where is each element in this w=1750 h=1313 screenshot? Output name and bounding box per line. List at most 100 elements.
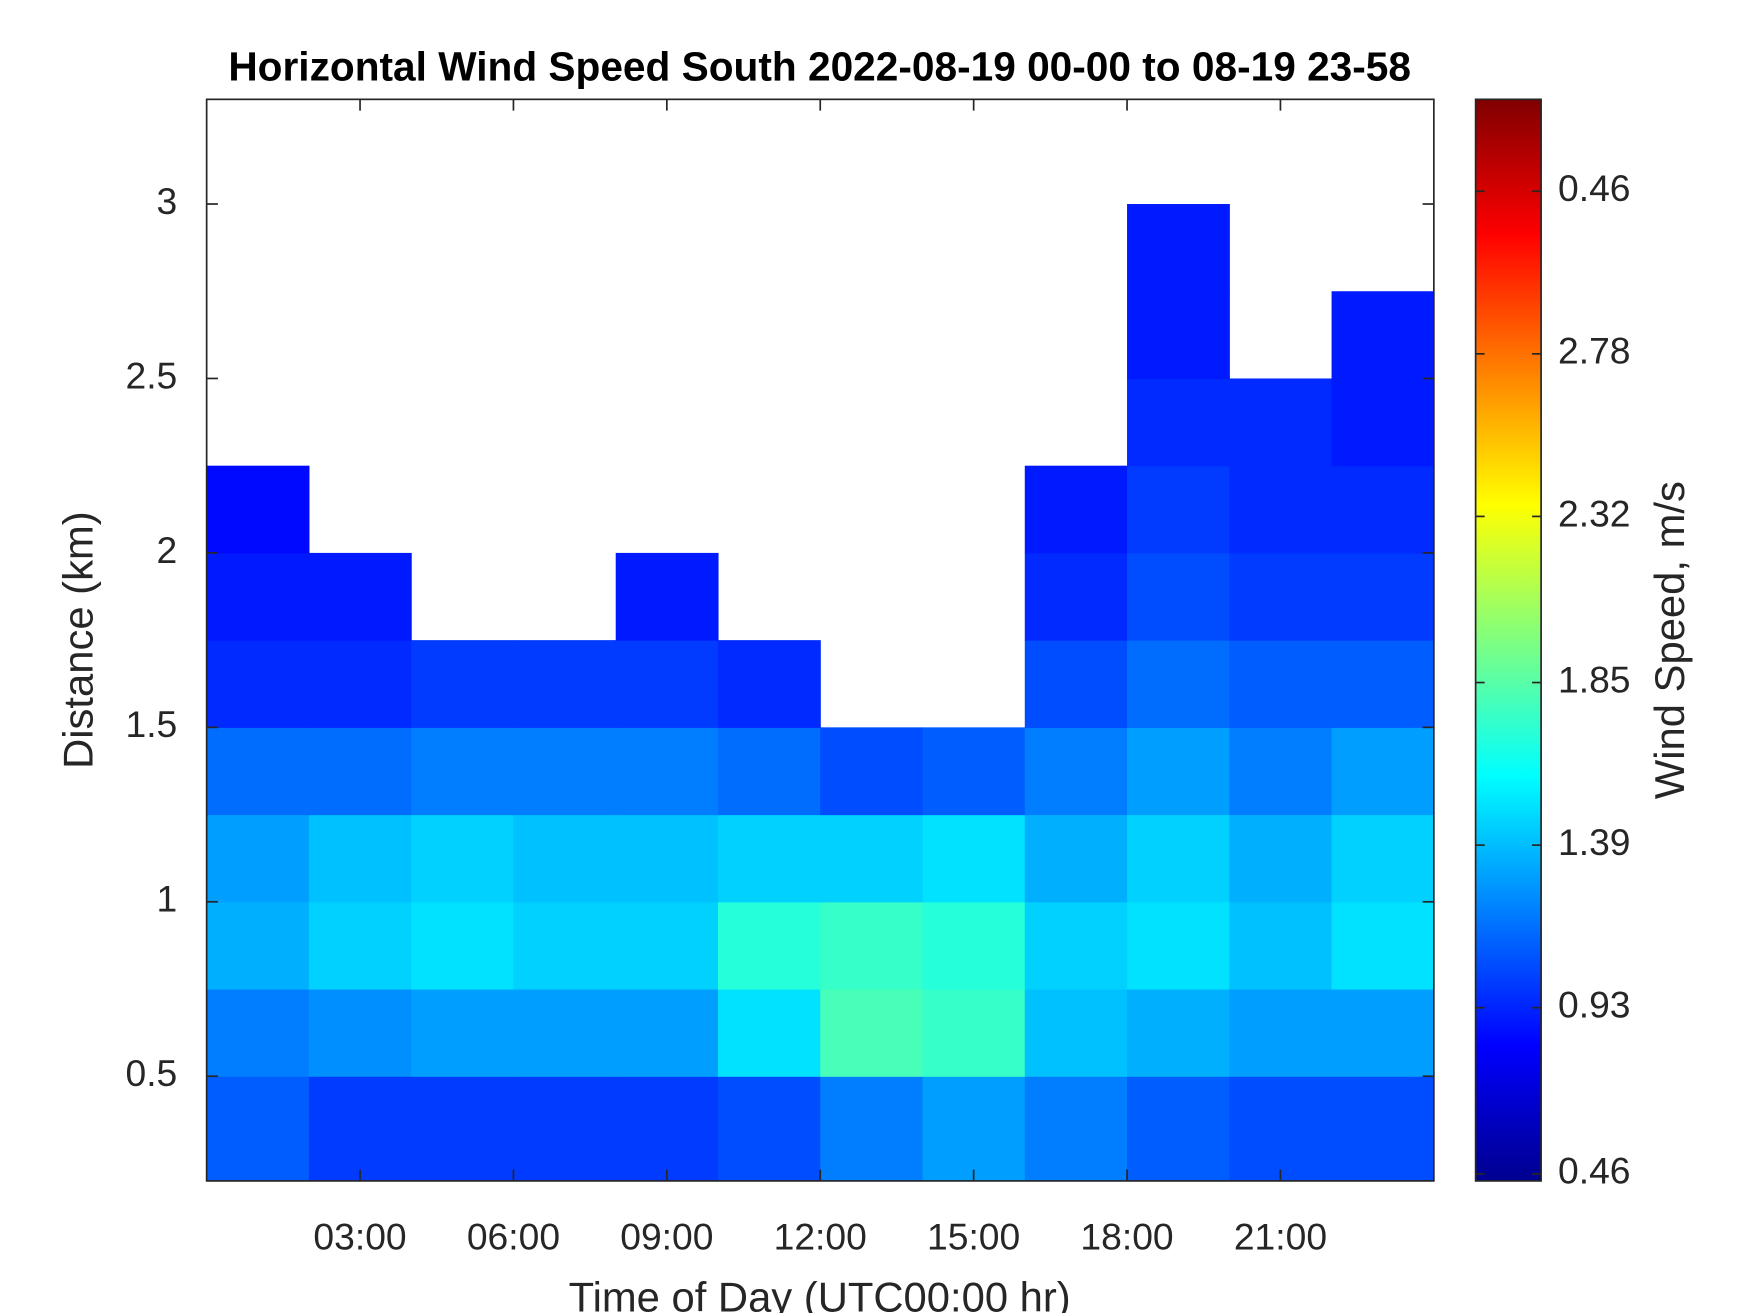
x-tick-label: 21:00 [1234, 1215, 1327, 1257]
heatmap-cell [308, 552, 412, 641]
heatmap-cell [308, 989, 412, 1077]
heatmap-cell [1331, 378, 1435, 467]
heatmap-cell [717, 814, 821, 903]
colorbar-tick-label: 1.85 [1558, 658, 1630, 700]
x-tick-label: 12:00 [774, 1215, 867, 1257]
colorbar-tick-label: 0.93 [1558, 984, 1630, 1026]
heatmap-cell [922, 814, 1026, 903]
heatmap-cell [1024, 901, 1128, 990]
heatmap-cell [820, 814, 924, 903]
heatmap-cell [922, 1076, 1026, 1182]
heatmap-cell [1229, 1076, 1333, 1182]
heatmap-cell [615, 814, 719, 903]
y-tick-label: 2 [157, 529, 178, 571]
heatmap-cell [1229, 727, 1333, 816]
heatmap-cell [1127, 291, 1230, 380]
x-tick-label: 15:00 [927, 1215, 1020, 1257]
heatmap-cell [513, 727, 617, 816]
y-axis-label: Distance (km) [54, 511, 101, 769]
heatmap-cell [1024, 465, 1128, 554]
y-tick-label: 0.5 [125, 1052, 177, 1094]
heatmap-cell [717, 901, 821, 990]
chart-title: Horizontal Wind Speed South 2022-08-19 0… [228, 44, 1411, 90]
heatmap-cell [206, 465, 310, 554]
heatmap-cell [411, 640, 515, 728]
heatmap [206, 204, 1435, 1182]
heatmap-cell [615, 727, 719, 816]
heatmap-cell [1331, 989, 1435, 1077]
heatmap-cell [1024, 1076, 1128, 1182]
heatmap-cell [411, 727, 515, 816]
heatmap-cell [1024, 727, 1128, 816]
heatmap-cell [1229, 378, 1333, 467]
colorbar-tick-label: 2.32 [1558, 492, 1630, 534]
y-tick-label: 2.5 [125, 354, 177, 396]
heatmap-cell [1229, 989, 1333, 1077]
heatmap-cell [1127, 814, 1230, 903]
colorbar-label: Wind Speed, m/s [1646, 481, 1693, 799]
heatmap-cell [513, 640, 617, 728]
heatmap-cell [1331, 291, 1435, 380]
x-tick-label: 06:00 [467, 1215, 560, 1257]
colorbar-tick-label: 0.46 [1558, 167, 1630, 209]
heatmap-cell [308, 640, 412, 728]
colorbar-tick-label: 0.46 [1558, 1150, 1630, 1192]
heatmap-cell [615, 552, 719, 641]
heatmap-cell [513, 901, 617, 990]
heatmap-cell [1127, 727, 1230, 816]
y-tick-label: 3 [157, 180, 178, 222]
heatmap-cell [820, 727, 924, 816]
heatmap-cell [411, 989, 515, 1077]
heatmap-cell [308, 814, 412, 903]
heatmap-cell [206, 901, 310, 990]
heatmap-cell [717, 640, 821, 728]
heatmap-cell [1331, 814, 1435, 903]
heatmap-cell [615, 989, 719, 1077]
heatmap-cell [1127, 640, 1230, 728]
heatmap-cell [1024, 989, 1128, 1077]
heatmap-cell [820, 989, 924, 1077]
heatmap-cell [1127, 378, 1230, 467]
heatmap-cell [1229, 640, 1333, 728]
heatmap-cell [1024, 814, 1128, 903]
heatmap-cell [717, 1076, 821, 1182]
heatmap-cell [717, 727, 821, 816]
heatmap-cell [308, 727, 412, 816]
heatmap-cell [1127, 901, 1230, 990]
heatmap-cell [1331, 465, 1435, 554]
heatmap-cell [1127, 989, 1230, 1077]
heatmap-cell [1331, 640, 1435, 728]
heatmap-cell [206, 727, 310, 816]
heatmap-cell [1024, 552, 1128, 641]
colorbar [1474, 98, 1542, 1182]
heatmap-cell [308, 1076, 412, 1182]
x-tick-label: 18:00 [1080, 1215, 1173, 1257]
heatmap-cell [820, 901, 924, 990]
heatmap-cell [206, 814, 310, 903]
heatmap-cell [922, 901, 1026, 990]
heatmap-cell [1229, 901, 1333, 990]
heatmap-cell [615, 901, 719, 990]
y-tick-label: 1 [157, 878, 178, 920]
heatmap-cell [717, 989, 821, 1077]
x-tick-label: 03:00 [313, 1215, 406, 1257]
colorbar-tick-label: 1.39 [1558, 821, 1630, 863]
heatmap-cell [922, 989, 1026, 1077]
heatmap-cell [513, 814, 617, 903]
colorbar-tick-label: 2.78 [1558, 330, 1630, 372]
heatmap-cell [411, 814, 515, 903]
heatmap-cell [820, 1076, 924, 1182]
heatmap-cell [1127, 465, 1230, 554]
heatmap-cell [615, 640, 719, 728]
heatmap-cell [206, 1076, 310, 1182]
x-tick-label: 09:00 [620, 1215, 713, 1257]
heatmap-cell [411, 901, 515, 990]
heatmap-cell [513, 989, 617, 1077]
heatmap-cell [206, 989, 310, 1077]
heatmap-cell [1229, 552, 1333, 641]
heatmap-cell [411, 1076, 515, 1182]
heatmap-cell [1331, 727, 1435, 816]
y-tick-label: 1.5 [125, 703, 177, 745]
heatmap-cell [1127, 552, 1230, 641]
x-axis-label: Time of Day (UTC00:00 hr) [569, 1274, 1071, 1313]
